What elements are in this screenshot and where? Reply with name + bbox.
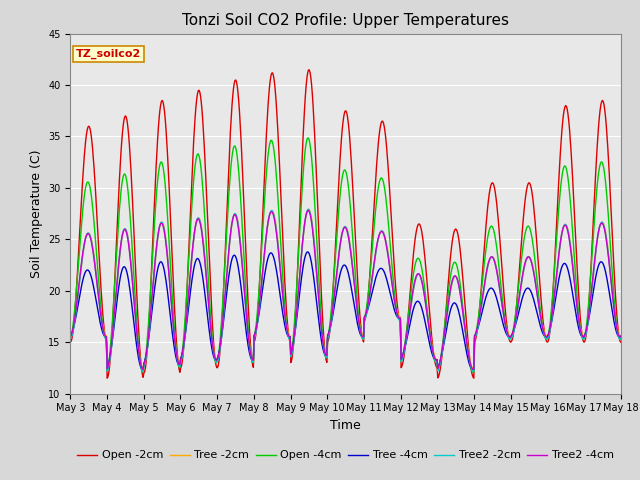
Open -4cm — [67, 335, 74, 341]
Tree2 -4cm — [190, 235, 198, 241]
Tree2 -2cm — [133, 332, 141, 337]
Tree -2cm — [133, 328, 141, 334]
Tree -2cm — [67, 333, 74, 339]
Open -4cm — [617, 335, 625, 341]
Line: Open -2cm: Open -2cm — [70, 70, 621, 378]
Tree2 -4cm — [140, 367, 147, 372]
Tree -2cm — [413, 273, 421, 278]
Tree2 -4cm — [133, 332, 141, 338]
Open -4cm — [218, 312, 226, 318]
Title: Tonzi Soil CO2 Profile: Upper Temperatures: Tonzi Soil CO2 Profile: Upper Temperatur… — [182, 13, 509, 28]
Tree2 -2cm — [305, 206, 312, 212]
Open -2cm — [134, 312, 141, 317]
Tree2 -2cm — [67, 336, 74, 342]
Tree2 -2cm — [77, 271, 84, 277]
Tree2 -2cm — [190, 237, 198, 242]
Open -2cm — [305, 67, 313, 72]
Tree2 -2cm — [430, 355, 438, 360]
Tree2 -2cm — [140, 369, 147, 374]
Tree2 -4cm — [414, 271, 422, 276]
Open -4cm — [413, 256, 421, 262]
Tree -4cm — [138, 367, 146, 372]
Line: Tree2 -2cm: Tree2 -2cm — [70, 209, 621, 372]
Line: Open -4cm: Open -4cm — [70, 138, 621, 372]
Tree2 -4cm — [67, 334, 74, 339]
Y-axis label: Soil Temperature (C): Soil Temperature (C) — [29, 149, 43, 278]
Tree2 -4cm — [219, 319, 227, 324]
Open -4cm — [77, 235, 84, 241]
Open -2cm — [219, 304, 227, 310]
Tree -2cm — [429, 348, 437, 354]
Tree -2cm — [218, 330, 226, 336]
Tree -4cm — [133, 346, 141, 351]
Tree -2cm — [189, 245, 196, 251]
Tree2 -4cm — [305, 207, 312, 213]
Tree -2cm — [617, 333, 625, 339]
Tree2 -4cm — [430, 353, 438, 359]
Tree2 -4cm — [617, 334, 625, 339]
X-axis label: Time: Time — [330, 419, 361, 432]
Tree -2cm — [305, 206, 312, 212]
Tree -4cm — [414, 299, 422, 304]
Legend: Open -2cm, Tree -2cm, Open -4cm, Tree -4cm, Tree2 -2cm, Tree2 -4cm: Open -2cm, Tree -2cm, Open -4cm, Tree -4… — [73, 446, 618, 465]
Open -2cm — [190, 138, 198, 144]
Line: Tree2 -4cm: Tree2 -4cm — [70, 210, 621, 370]
Open -4cm — [189, 187, 196, 193]
Tree -4cm — [67, 333, 74, 339]
Tree -4cm — [190, 266, 198, 272]
Tree -4cm — [77, 289, 84, 295]
Open -2cm — [414, 222, 422, 228]
Tree -4cm — [617, 333, 625, 339]
Line: Tree -4cm: Tree -4cm — [70, 252, 621, 370]
Open -4cm — [304, 135, 312, 141]
Open -4cm — [469, 369, 477, 375]
Tree -4cm — [219, 325, 227, 331]
Tree2 -2cm — [414, 271, 422, 277]
Open -4cm — [133, 324, 141, 329]
Tree2 -4cm — [77, 269, 84, 275]
Open -2cm — [617, 339, 625, 345]
Open -2cm — [103, 375, 111, 381]
Tree2 -2cm — [617, 336, 625, 342]
Tree -4cm — [430, 356, 438, 361]
Tree -2cm — [470, 366, 477, 372]
Open -2cm — [430, 354, 438, 360]
Tree -4cm — [304, 249, 312, 255]
Open -2cm — [77, 217, 84, 223]
Text: TZ_soilco2: TZ_soilco2 — [76, 49, 141, 59]
Tree -2cm — [77, 272, 84, 277]
Line: Tree -2cm: Tree -2cm — [70, 209, 621, 369]
Tree2 -2cm — [219, 322, 227, 328]
Open -4cm — [429, 352, 437, 358]
Open -2cm — [67, 339, 74, 345]
